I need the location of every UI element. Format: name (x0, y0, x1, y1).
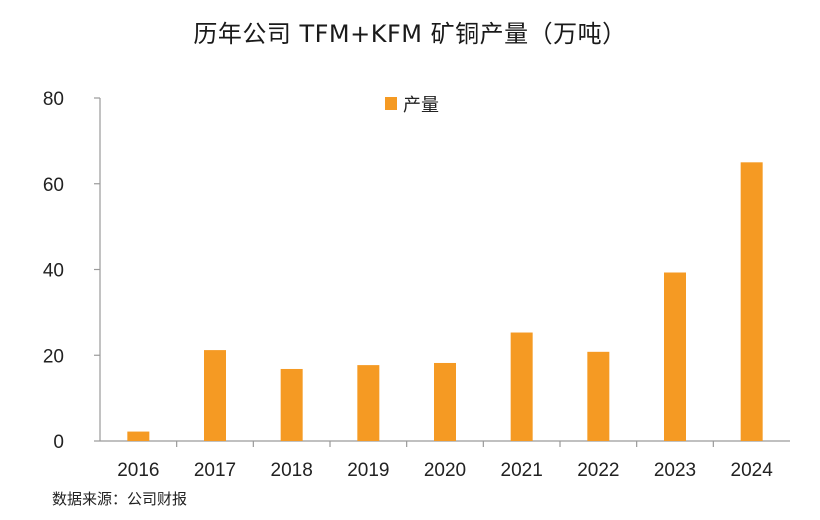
bar-2022 (587, 351, 610, 441)
x-tick-label: 2022 (577, 460, 619, 481)
bar-2024 (740, 162, 763, 441)
bar-series (127, 162, 763, 441)
x-tick-label: 2016 (117, 460, 159, 481)
bar-2021 (510, 332, 533, 441)
legend: 产量 (385, 95, 439, 116)
x-tick-label: 2018 (271, 460, 313, 481)
chart-title: 历年公司 TFM+KFM 矿铜产量（万吨） (193, 20, 627, 48)
data-source-note: 数据来源：公司财报 (52, 490, 188, 508)
legend-label: 产量 (403, 95, 439, 116)
y-tick-label: 20 (43, 346, 64, 367)
bar-2017 (204, 350, 226, 441)
y-tick-label: 60 (43, 175, 64, 196)
x-tick-label: 2019 (347, 460, 389, 481)
x-tick-label: 2017 (194, 460, 236, 481)
x-tick-label: 2023 (654, 460, 696, 481)
bar-2019 (357, 365, 380, 441)
x-tick-label: 2020 (424, 460, 466, 481)
x-tick-label: 2021 (501, 460, 543, 481)
x-tick-label: 2024 (731, 460, 774, 481)
x-axis: 2016 2017 2018 2019 2020 2021 2022 2023 2024 (100, 440, 790, 481)
bar-2023 (664, 272, 686, 441)
y-axis: 0 20 40 60 80 (43, 89, 101, 453)
bar-2020 (434, 362, 456, 441)
y-tick-label: 80 (43, 89, 64, 110)
y-tick-label: 40 (43, 261, 64, 282)
legend-swatch (385, 97, 397, 110)
bar-2016 (127, 431, 150, 441)
y-tick-label: 0 (53, 432, 64, 453)
bar-2018 (280, 368, 303, 441)
